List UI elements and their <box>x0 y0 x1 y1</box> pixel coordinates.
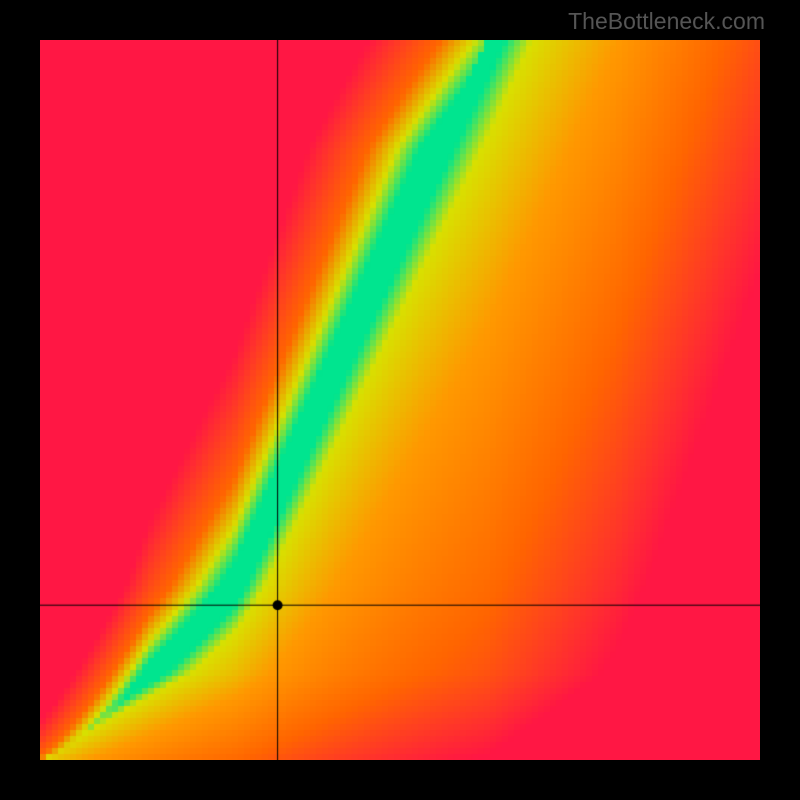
watermark-text: TheBottleneck.com <box>568 8 765 35</box>
bottleneck-heatmap <box>40 40 760 760</box>
